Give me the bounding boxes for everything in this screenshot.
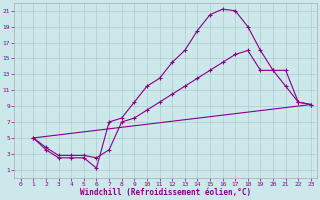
X-axis label: Windchill (Refroidissement éolien,°C): Windchill (Refroidissement éolien,°C) (80, 188, 252, 197)
